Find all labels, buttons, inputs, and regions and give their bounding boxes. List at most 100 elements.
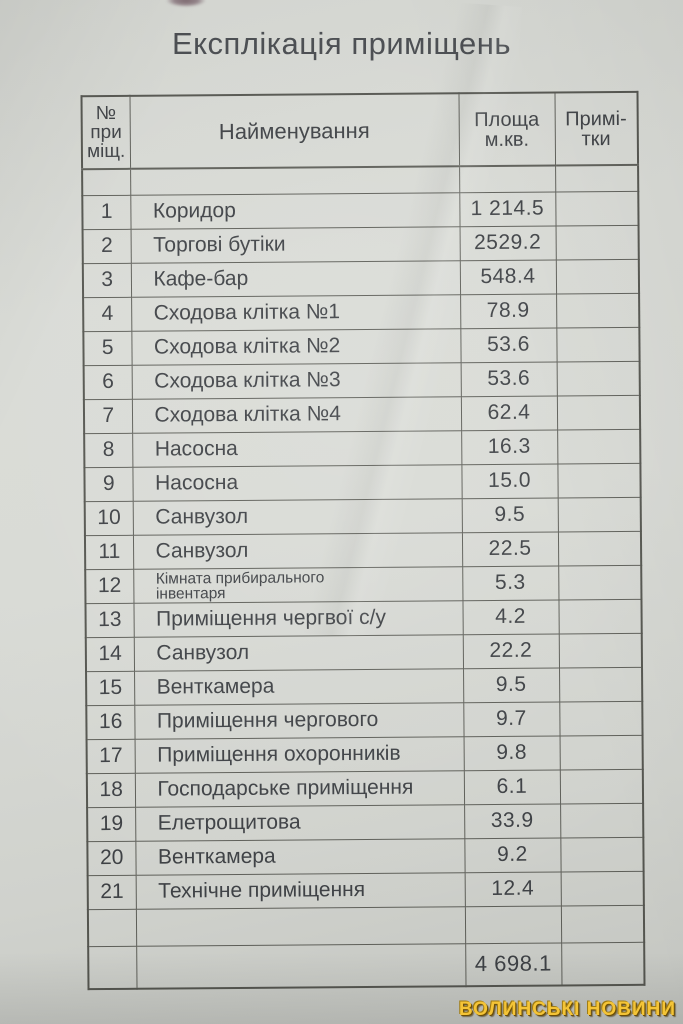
row-area: 33.9: [464, 803, 561, 839]
row-area: 78.9: [460, 293, 557, 329]
row-number: 12: [85, 568, 134, 604]
row-notes: [557, 496, 641, 532]
row-area: 15.0: [461, 463, 558, 499]
row-number: 14: [85, 636, 135, 672]
table-row: 1 Коридор 1 214.5: [82, 190, 639, 230]
row-notes: [559, 768, 644, 804]
table-row: 14 Санвузол 22.2: [85, 632, 643, 672]
row-notes: [557, 530, 642, 566]
row-area: 4.2: [462, 599, 559, 635]
row-number: 20: [87, 840, 136, 876]
row-name: Кафе-бар: [130, 260, 461, 297]
table-row: 16 Приміщення чергового 9.7: [86, 700, 643, 740]
row-number: 1: [82, 194, 131, 230]
row-name: Сходова клітка №1: [131, 294, 461, 331]
total-row: 4 698.1: [88, 941, 645, 990]
row-number: 9: [84, 466, 133, 502]
row-notes: [560, 802, 644, 838]
row-number: 21: [87, 874, 136, 910]
row-area: 53.6: [460, 361, 557, 397]
row-number: 5: [83, 330, 132, 366]
row-name: Санвузол: [132, 532, 463, 569]
row-notes: [555, 190, 639, 226]
row-area: 9.7: [463, 701, 560, 737]
header-row: № при міщ. Найменування Площа м.кв. Прим…: [81, 91, 639, 170]
table-row: 8 Насосна 16.3: [84, 428, 641, 468]
row-number: 18: [86, 772, 136, 808]
row-area: 9.8: [463, 735, 560, 771]
table-row: 6 Сходова клітка №3 53.6: [83, 360, 640, 400]
table-row: 2 Торгові бутіки 2529.2: [82, 224, 639, 264]
news-agency-watermark: ВОЛИНСЬКІ НОВИНИ: [458, 999, 676, 1020]
row-area: 9.5: [463, 667, 560, 703]
table-row: 3 Кафе-бар 548.4: [82, 258, 640, 298]
row-number: 13: [85, 602, 134, 638]
spacer-row: [87, 904, 645, 947]
row-name: Сходова клітка №3: [131, 362, 461, 399]
row-number: 8: [84, 432, 133, 468]
row-number: 17: [86, 738, 135, 774]
row-name: Сходова клітка №4: [131, 396, 462, 433]
table-row: 20 Венткамера 9.2: [87, 836, 644, 876]
row-notes: [558, 564, 642, 600]
row-name: Насосна: [132, 464, 462, 501]
row-number: 3: [82, 262, 132, 298]
row-name: Технічне приміщення: [135, 872, 465, 909]
row-number: 15: [86, 670, 135, 706]
row-area: 16.3: [461, 429, 558, 465]
row-name: Приміщення чергвої с/у: [133, 600, 463, 637]
table-row: 11 Санвузол 22.5: [84, 530, 642, 570]
table-row: 10 Санвузол 9.5: [84, 496, 641, 536]
row-number: 11: [84, 534, 134, 570]
row-number: 4: [83, 296, 132, 332]
row-name: Санвузол: [132, 498, 462, 535]
table-row: 13 Приміщення чергвої с/у 4.2: [85, 598, 642, 638]
row-name: Торгові бутіки: [130, 226, 460, 263]
row-area: 548.4: [459, 259, 557, 295]
row-name: Сходова клітка №2: [131, 328, 461, 365]
row-number: 16: [86, 704, 135, 740]
page-title: Експлікація приміщень: [171, 26, 512, 61]
row-area: 9.2: [464, 837, 561, 873]
row-area: 22.2: [462, 633, 560, 669]
row-notes: [560, 870, 644, 906]
row-notes: [559, 734, 643, 770]
row-notes: [558, 598, 642, 634]
table-row: 18 Господарське приміщення 6.1: [86, 768, 644, 808]
row-name: Санвузол: [133, 634, 464, 671]
total-area-value: 4 698.1: [465, 942, 562, 987]
row-notes: [555, 224, 639, 260]
row-notes: [557, 462, 641, 498]
column-header-area: Площа м.кв.: [458, 92, 556, 167]
row-notes: [557, 428, 641, 464]
table-row: 9 Насосна 15.0: [84, 462, 641, 502]
table-row: 17 Приміщення охоронників 9.8: [86, 734, 643, 774]
row-area: 9.5: [461, 497, 558, 533]
table-row: 7 Сходова клітка №4 62.4: [83, 394, 641, 434]
row-name: Елетрощитова: [135, 804, 465, 841]
row-name: Насосна: [132, 430, 462, 467]
table-row: 5 Сходова клітка №2 53.6: [83, 326, 640, 366]
row-area: 5.3: [462, 565, 559, 601]
photo-artifact-blob: [166, 0, 206, 7]
row-name: Господарське приміщення: [134, 770, 465, 807]
row-notes: [558, 632, 643, 668]
table-row: 4 Сходова клітка №1 78.9: [83, 292, 640, 332]
row-area: 22.5: [461, 531, 559, 567]
row-number: 6: [83, 364, 132, 400]
column-header-notes: Примі- тки: [554, 91, 639, 166]
row-notes: [559, 666, 643, 702]
row-area: 1 214.5: [459, 191, 556, 227]
row-notes: [560, 836, 644, 872]
row-name: Приміщення чергового: [134, 702, 464, 739]
table-row: 12 Кімната прибирального інвентаря 5.3: [85, 564, 642, 604]
table-row: 21 Технічне приміщення 12.4: [87, 870, 644, 910]
row-area: 6.1: [463, 769, 561, 805]
row-notes: [556, 326, 640, 362]
row-number: 2: [82, 228, 131, 264]
row-notes: [556, 360, 640, 396]
row-number: 19: [87, 806, 136, 842]
row-notes: [559, 700, 643, 736]
row-area: 62.4: [460, 395, 558, 431]
row-name: Коридор: [130, 192, 460, 229]
